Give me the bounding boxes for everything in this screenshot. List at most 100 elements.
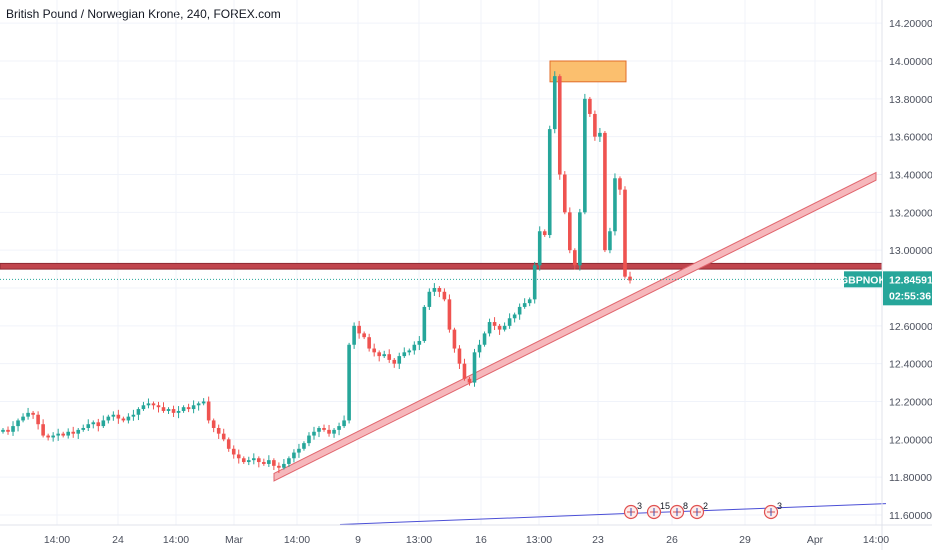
candle-body [547, 129, 552, 236]
candle-body [593, 113, 597, 137]
candle-body [36, 414, 40, 425]
candle-body [141, 405, 146, 410]
peak-zone[interactable] [549, 60, 627, 83]
candle-body [588, 98, 592, 114]
candle-body [507, 318, 512, 326]
candle-body [412, 344, 417, 351]
candle-body [317, 427, 321, 432]
candle-body [81, 427, 86, 430]
candle-body [467, 378, 472, 383]
candle-body [151, 403, 156, 406]
time-tick-label: 13:00 [526, 534, 552, 546]
candle-body [161, 407, 166, 411]
symbol-tag [844, 271, 882, 288]
time-axis[interactable]: 14:00 24 14:00 Mar 14:00 9 13:00 16 13:00 23 26 29 A… [44, 534, 889, 546]
candle-body [86, 424, 91, 428]
candle-body [272, 460, 276, 466]
candle-body [56, 433, 60, 436]
price-tick-label: 14.00000 [889, 56, 932, 68]
event-count: 3 [637, 501, 642, 511]
candle-body [552, 76, 557, 130]
event-marker[interactable]: 3 [763, 501, 783, 520]
candle-body [497, 325, 502, 330]
candle-body [382, 354, 387, 357]
time-tick-label: Apr [807, 534, 824, 546]
candle-body [131, 414, 136, 417]
candle-body [96, 422, 101, 427]
candle-body [352, 325, 356, 345]
time-tick-label: 26 [666, 534, 678, 546]
volume-events[interactable]: 3 15 8 2 3 [623, 501, 783, 520]
candle-body [156, 405, 161, 408]
price-axis[interactable]: 14.20000 14.00000 13.80000 13.60000 13.40000… [889, 18, 932, 522]
price-tick-label: 13.80000 [889, 94, 932, 106]
time-tick-label: 13:00 [406, 534, 432, 546]
candle-body [191, 405, 196, 410]
candle-body [357, 325, 361, 334]
candle-body [111, 414, 116, 417]
candle-body [312, 431, 316, 436]
candle-body [347, 344, 351, 421]
candle-body [51, 435, 55, 438]
event-count: 2 [703, 501, 708, 511]
event-marker[interactable]: 2 [689, 501, 709, 520]
candle-body [41, 424, 45, 436]
candle-body [292, 452, 296, 459]
candle-body [262, 462, 266, 464]
candle-body [211, 420, 216, 428]
candle-body [31, 412, 35, 415]
candle-body [101, 420, 106, 427]
candle-body [512, 314, 517, 319]
candle-body [472, 352, 477, 383]
time-tick-label: Mar [225, 534, 244, 546]
candle-body [482, 333, 487, 345]
candle-body [372, 348, 376, 353]
price-tick-label: 12.40000 [889, 359, 932, 371]
last-price-label: 12.84591 [889, 274, 932, 286]
price-tick-label: 13.00000 [889, 245, 932, 257]
event-marker[interactable]: 8 [669, 501, 689, 520]
time-tick-label: 14:00 [284, 534, 310, 546]
price-tick-label: 11.80000 [889, 472, 932, 484]
candle-body [236, 454, 241, 459]
time-tick-label: 16 [475, 534, 487, 546]
candle-body [437, 288, 442, 292]
event-marker[interactable]: 15 [646, 501, 671, 520]
candle-body [387, 354, 392, 360]
candle-body [332, 429, 336, 434]
candle-body [66, 431, 71, 436]
candle-body [618, 178, 622, 190]
candle-body [146, 403, 151, 406]
candle-body [302, 443, 306, 449]
candle-body [166, 409, 171, 411]
candle-body [522, 303, 527, 307]
candle-body [628, 276, 632, 281]
time-tick-label: 14:00 [163, 534, 189, 546]
lower-trend-line[interactable] [339, 503, 887, 525]
candle-body [241, 458, 246, 463]
trend-channel[interactable] [273, 171, 877, 482]
candle-body [422, 306, 427, 341]
candle-body [562, 174, 567, 213]
candle-body [362, 333, 366, 338]
candle-body [447, 299, 452, 330]
candle-body [613, 178, 617, 232]
resistance-zone[interactable] [0, 262, 883, 270]
candle-body [452, 329, 457, 349]
candle-body [297, 448, 301, 453]
event-marker[interactable]: 3 [623, 501, 643, 520]
candle-body [402, 352, 407, 357]
time-tick-label: 9 [355, 534, 361, 546]
candle-body [598, 132, 602, 137]
candle-body [337, 426, 341, 430]
candle-body [573, 250, 577, 266]
candle-body [603, 132, 607, 251]
event-count: 8 [683, 501, 688, 511]
candle-body [121, 418, 126, 421]
candle-body [568, 212, 572, 251]
time-tick-label: 23 [592, 534, 604, 546]
candle-body [578, 212, 582, 266]
price-tick-label: 12.20000 [889, 397, 932, 409]
price-tick-label: 13.60000 [889, 132, 932, 144]
